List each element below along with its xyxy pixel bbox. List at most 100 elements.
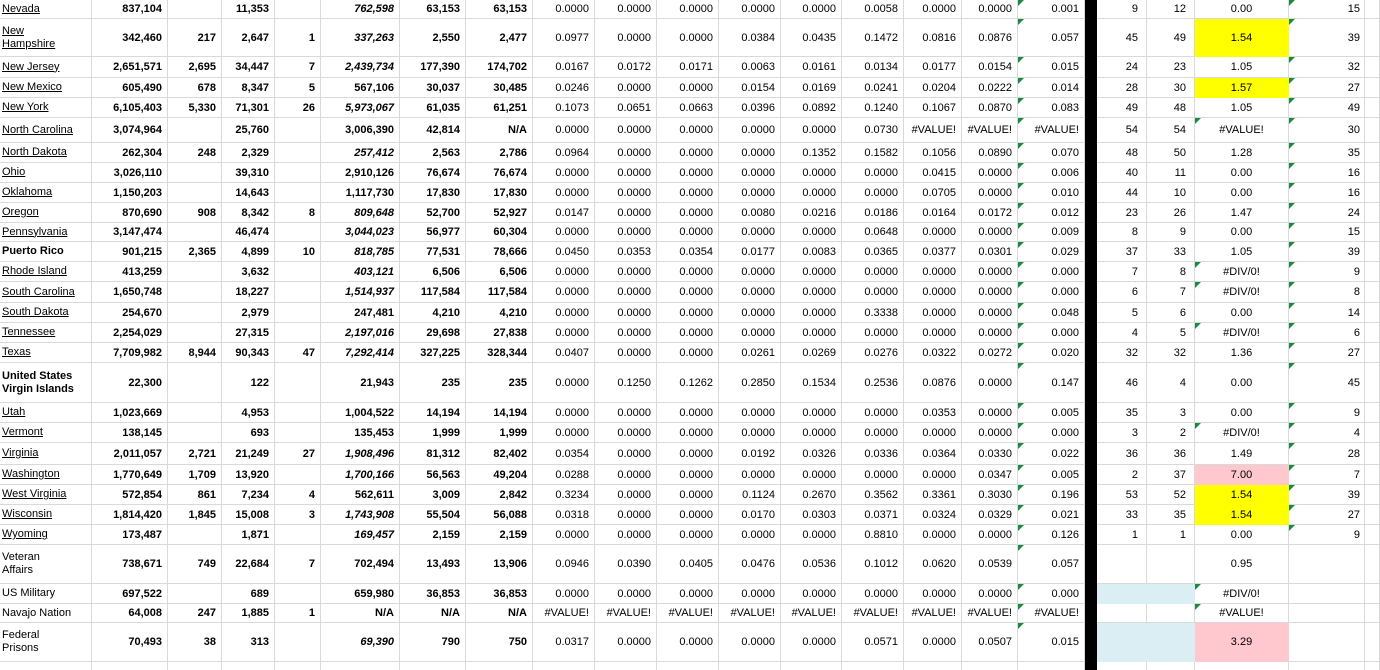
cell-F26[interactable]: 702,494	[321, 545, 400, 584]
cell-T16[interactable]: #DIV/0!	[1195, 323, 1289, 343]
cell-S20[interactable]: 2	[1147, 423, 1195, 443]
cell-Q8[interactable]: 0.006	[1018, 163, 1085, 183]
cell-P27[interactable]: 0.0000	[962, 584, 1018, 604]
cell-P23[interactable]: 0.3030	[962, 485, 1018, 505]
cell-L14[interactable]: 0.0000	[719, 282, 781, 303]
cell-T11[interactable]: 0.00	[1195, 223, 1289, 242]
cell-D18[interactable]: 122	[222, 363, 275, 403]
cell-V2[interactable]	[1365, 19, 1380, 57]
cell-D13[interactable]: 3,632	[222, 262, 275, 282]
cell-Q28[interactable]: #VALUE!	[1018, 604, 1085, 623]
cell-L5[interactable]: 0.0396	[719, 98, 781, 118]
row-label-us-military[interactable]: US Military	[0, 584, 92, 604]
cell-J18[interactable]: 0.1250	[595, 363, 657, 403]
cell-Q21[interactable]: 0.022	[1018, 443, 1085, 465]
cell-K9[interactable]: 0.0000	[657, 183, 719, 203]
cell-G12[interactable]: 77,531	[400, 242, 466, 262]
cell-R16[interactable]: 4	[1097, 323, 1147, 343]
cell-H25[interactable]: 2,159	[466, 525, 533, 545]
row-label-navajo-nation[interactable]: Navajo Nation	[0, 604, 92, 623]
cell-V13[interactable]	[1365, 262, 1380, 282]
cell-H9[interactable]: 17,830	[466, 183, 533, 203]
cell-H8[interactable]: 76,674	[466, 163, 533, 183]
cell-L17[interactable]: 0.0261	[719, 343, 781, 363]
cell-F17[interactable]: 7,292,414	[321, 343, 400, 363]
cell-D24[interactable]: 15,008	[222, 505, 275, 525]
cell-O2[interactable]: 0.0816	[904, 19, 962, 57]
cell-S22[interactable]: 37	[1147, 465, 1195, 485]
cell-U15[interactable]: 14	[1289, 303, 1365, 323]
cell-B13[interactable]: 413,259	[92, 262, 168, 282]
cell-V27[interactable]	[1365, 584, 1380, 604]
cell-S19[interactable]: 3	[1147, 403, 1195, 423]
cell-B1[interactable]: 837,104	[92, 0, 168, 19]
cell-O14[interactable]: 0.0000	[904, 282, 962, 303]
cell-S28[interactable]	[1147, 604, 1195, 623]
cell-C12[interactable]: 2,365	[168, 242, 222, 262]
row-label-puerto-rico[interactable]: Puerto Rico	[0, 242, 92, 262]
cell-H27[interactable]: 36,853	[466, 584, 533, 604]
cell-N21[interactable]: 0.0336	[842, 443, 904, 465]
cell-L21[interactable]: 0.0192	[719, 443, 781, 465]
cell-P11[interactable]: 0.0000	[962, 223, 1018, 242]
cell-T20[interactable]: #DIV/0!	[1195, 423, 1289, 443]
cell-L9[interactable]: 0.0000	[719, 183, 781, 203]
cell-S12[interactable]: 33	[1147, 242, 1195, 262]
cell-Q20[interactable]: 0.000	[1018, 423, 1085, 443]
cell-T15[interactable]: 0.00	[1195, 303, 1289, 323]
cell-B2[interactable]: 342,460	[92, 19, 168, 57]
cell-O29[interactable]: 0.0000	[904, 623, 962, 662]
cell-R28[interactable]	[1097, 604, 1147, 623]
cell-M17[interactable]: 0.0269	[781, 343, 842, 363]
cell-D20[interactable]: 693	[222, 423, 275, 443]
cell-N1[interactable]: 0.0058	[842, 0, 904, 19]
cell-V29[interactable]	[1365, 623, 1380, 662]
cell-V25[interactable]	[1365, 525, 1380, 545]
cell-U11[interactable]: 15	[1289, 223, 1365, 242]
cell-U9[interactable]: 16	[1289, 183, 1365, 203]
cell-V17[interactable]	[1365, 343, 1380, 363]
cell-I4[interactable]: 0.0246	[533, 78, 595, 98]
cell-F29[interactable]: 69,390	[321, 623, 400, 662]
cell-E6[interactable]	[275, 118, 321, 143]
row-label-virginia[interactable]: Virginia	[0, 443, 92, 465]
row-label-south-carolina[interactable]: South Carolina	[0, 282, 92, 303]
cell-J26[interactable]: 0.0390	[595, 545, 657, 584]
cell-L23[interactable]: 0.1124	[719, 485, 781, 505]
cell-Q3[interactable]: 0.015	[1018, 57, 1085, 78]
cell-G25[interactable]: 2,159	[400, 525, 466, 545]
cell-F15[interactable]: 247,481	[321, 303, 400, 323]
cell-B15[interactable]: 254,670	[92, 303, 168, 323]
cell-S11[interactable]: 9	[1147, 223, 1195, 242]
cell-N29[interactable]: 0.0571	[842, 623, 904, 662]
cell-N11[interactable]: 0.0648	[842, 223, 904, 242]
cell-J27[interactable]: 0.0000	[595, 584, 657, 604]
cell-I9[interactable]: 0.0000	[533, 183, 595, 203]
cell-K4[interactable]: 0.0000	[657, 78, 719, 98]
cell-G24[interactable]: 55,504	[400, 505, 466, 525]
cell-H18[interactable]: 235	[466, 363, 533, 403]
cell-C21[interactable]: 2,721	[168, 443, 222, 465]
cell-B16[interactable]: 2,254,029	[92, 323, 168, 343]
cell-T3[interactable]: 1.05	[1195, 57, 1289, 78]
cell-L22[interactable]: 0.0000	[719, 465, 781, 485]
cell-P20[interactable]: 0.0000	[962, 423, 1018, 443]
cell-M25[interactable]: 0.0000	[781, 525, 842, 545]
cell-I3[interactable]: 0.0167	[533, 57, 595, 78]
cell-G26[interactable]: 13,493	[400, 545, 466, 584]
cell-N2[interactable]: 0.1472	[842, 19, 904, 57]
cell-S6[interactable]: 54	[1147, 118, 1195, 143]
cell-C11[interactable]	[168, 223, 222, 242]
cell-O6[interactable]: #VALUE!	[904, 118, 962, 143]
cell-U21[interactable]: 28	[1289, 443, 1365, 465]
row-label-new-jersey[interactable]: New Jersey	[0, 57, 92, 78]
cell-L2[interactable]: 0.0384	[719, 19, 781, 57]
cell-K14[interactable]: 0.0000	[657, 282, 719, 303]
cell-L16[interactable]: 0.0000	[719, 323, 781, 343]
cell-T13[interactable]: #DIV/0!	[1195, 262, 1289, 282]
cell-S15[interactable]: 6	[1147, 303, 1195, 323]
cell-O13[interactable]: 0.0000	[904, 262, 962, 282]
cell-D5[interactable]: 71,301	[222, 98, 275, 118]
cell-D16[interactable]: 27,315	[222, 323, 275, 343]
cell-S18[interactable]: 4	[1147, 363, 1195, 403]
